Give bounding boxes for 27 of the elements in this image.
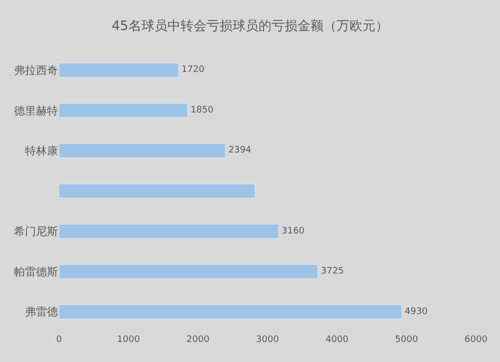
x-tick-label: 1000 — [117, 335, 140, 345]
bar — [59, 103, 188, 118]
data-label: 4930 — [404, 306, 428, 317]
y-tick-label: 弗拉西奇 — [14, 64, 58, 77]
bar — [59, 184, 256, 198]
x-tick-label: 2000 — [186, 335, 210, 345]
bar — [59, 224, 279, 239]
y-tick-label: 德里赫特 — [14, 104, 58, 118]
data-label: 1850 — [190, 105, 214, 116]
y-tick-label: 帕雷德斯 — [14, 265, 58, 278]
data-label: 1720 — [182, 65, 205, 76]
y-tick-label: 弗雷德 — [25, 306, 58, 319]
x-tick-label: 6000 — [464, 335, 488, 345]
x-tick-label: 3000 — [256, 335, 280, 345]
y-tick-label: 希门尼斯 — [14, 225, 58, 238]
chart-title: 45名球员中转会亏损球员的亏损金额（万欧元） — [112, 18, 388, 34]
x-tick-label: 4000 — [326, 335, 349, 345]
x-tick-label: 5000 — [395, 335, 418, 345]
y-tick-label: 特林康 — [25, 144, 58, 158]
bar — [59, 304, 402, 320]
x-tick-label: 0 — [56, 335, 62, 345]
data-label: 3725 — [320, 266, 344, 277]
data-label: 3160 — [282, 226, 305, 236]
bar — [59, 143, 226, 158]
bar — [59, 264, 318, 279]
bar — [59, 62, 179, 78]
data-label: 2394 — [228, 146, 252, 156]
